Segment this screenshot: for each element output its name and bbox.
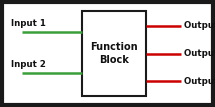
Text: Input 1: Input 1: [11, 19, 46, 28]
Text: Input 2: Input 2: [11, 60, 46, 69]
Text: Output 3: Output 3: [184, 77, 215, 86]
Text: Output 1: Output 1: [184, 21, 215, 30]
Text: Function
Block: Function Block: [90, 42, 138, 65]
Bar: [82, 11, 146, 96]
Text: Output 2: Output 2: [184, 49, 215, 58]
